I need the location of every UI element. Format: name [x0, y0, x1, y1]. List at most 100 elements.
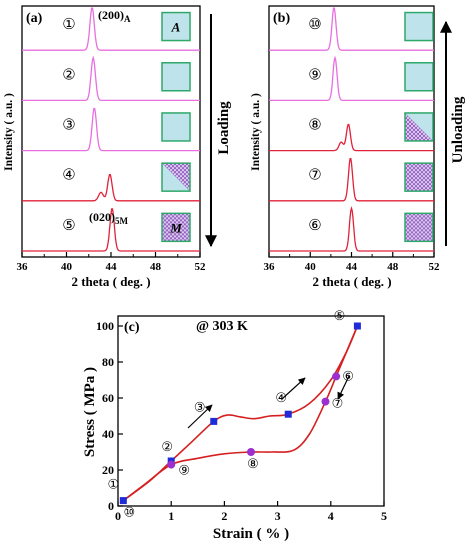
- panel-b-label: (b): [273, 11, 290, 26]
- unloading-point-label: ⑥: [342, 368, 354, 383]
- phase-box: [161, 112, 191, 142]
- y-tick-label: 40: [102, 427, 114, 441]
- phase-box-label: A: [171, 20, 181, 35]
- unloading-point: [332, 372, 341, 381]
- pattern-number: ⑩: [308, 17, 321, 33]
- unloading-point: [321, 397, 330, 406]
- xrd-trace: [22, 208, 200, 252]
- unloading-point-label: ⑦: [332, 396, 344, 411]
- unloading-point: [167, 460, 176, 469]
- loading-point-label: ⑤: [334, 308, 346, 323]
- loading-curve: [122, 325, 359, 502]
- pattern-number: ⑤: [62, 218, 75, 234]
- phase-box: [404, 162, 434, 192]
- x-tick-label: 48: [150, 261, 162, 273]
- panel-b: (b) Intensity ( a.u. ) 2 theta ( deg. ) …: [250, 5, 466, 289]
- xrd-trace: [269, 158, 434, 202]
- pattern-number: ③: [62, 118, 75, 134]
- panel-a-label: (a): [26, 11, 43, 26]
- y-tick-label: 60: [102, 391, 114, 405]
- x-tick-label: 1: [168, 509, 174, 523]
- panel-a-ylabel: Intensity ( a.u. ): [3, 93, 15, 171]
- pattern-number: ⑥: [308, 218, 321, 234]
- phase-box: [404, 62, 434, 92]
- panel-a: (a) Intensity ( a.u. ) 2 theta ( deg. ) …: [3, 5, 232, 289]
- loading-arrow-lower: [187, 404, 213, 429]
- xrd-trace: [22, 107, 200, 152]
- panel-b-xlabel: 2 theta ( deg. ): [312, 274, 391, 289]
- x-tick-label: 52: [195, 261, 207, 273]
- pattern-number: ①: [62, 17, 75, 33]
- loading-point-label: ②: [161, 439, 173, 454]
- panel-c-curves: [122, 325, 359, 502]
- loading-point-label: ④: [275, 390, 287, 405]
- y-tick-label: 80: [102, 355, 114, 369]
- panel-b-ylabel: Intensity ( a.u. ): [250, 93, 262, 171]
- loading-point: [353, 322, 361, 330]
- xrd-trace: [22, 174, 200, 202]
- pattern-number: ②: [62, 67, 75, 83]
- peak-m-annotation: (020)5M: [89, 210, 129, 226]
- phase-box-label: M: [169, 220, 182, 235]
- panel-a-traces: ① A ② ③ ④ ⑤ M: [22, 7, 200, 252]
- pattern-number: ⑨: [308, 67, 321, 83]
- panel-c-xlabel: Strain ( % ): [213, 526, 289, 542]
- phase-box: [404, 112, 434, 142]
- x-tick-label: 0: [115, 509, 121, 523]
- y-tick-label: 20: [102, 463, 114, 477]
- y-tick-label: 100: [96, 319, 114, 333]
- xrd-trace: [22, 7, 200, 51]
- phase-box: [161, 162, 191, 192]
- panel-c-frame: [117, 315, 385, 507]
- unloading-point-label: ⑩: [123, 505, 135, 520]
- xrd-trace: [269, 7, 434, 51]
- phase-box: [161, 62, 191, 92]
- unloading-point-label: ⑨: [178, 463, 190, 478]
- loading-point-label: ①: [107, 477, 119, 492]
- loading-point: [284, 410, 292, 418]
- phase-box: [404, 212, 434, 243]
- x-tick-label: 48: [387, 261, 399, 273]
- peak-a-annotation: (200)A: [98, 8, 131, 24]
- xrd-trace: [269, 123, 434, 152]
- unloading-point-label: ⑧: [247, 456, 259, 471]
- loading-point: [210, 417, 218, 425]
- unloading-curve: [122, 325, 359, 502]
- panel-c-ticks: 0 1 2 3 4 5 0 20 40 60 80 100: [96, 319, 387, 523]
- pattern-number: ⑧: [308, 118, 321, 134]
- unloading-direction-arrow: [337, 375, 350, 400]
- x-tick-label: 52: [429, 261, 441, 273]
- x-tick-label: 5: [381, 509, 387, 523]
- x-tick-label: 4: [328, 509, 334, 523]
- unloading-label: Unloading: [450, 96, 466, 163]
- x-tick-label: 36: [264, 261, 276, 273]
- panel-c-ylabel: Stress ( MPa ): [82, 367, 98, 457]
- x-tick-label: 40: [305, 261, 317, 273]
- unloading-point: [247, 448, 255, 456]
- panel-c-label: (c): [124, 320, 140, 335]
- xrd-trace: [269, 55, 434, 102]
- panel-c-title: @ 303 K: [196, 319, 248, 334]
- x-tick-label: 40: [61, 261, 73, 273]
- loading-point-label: ③: [194, 399, 206, 414]
- x-tick-label: 44: [106, 261, 118, 273]
- phase-box: A: [161, 11, 191, 42]
- phase-box: [404, 11, 434, 42]
- panel-a-ticks: 36 40 44 48 52: [17, 252, 207, 273]
- y-tick-label: 0: [108, 499, 114, 513]
- x-tick-label: 44: [346, 261, 358, 273]
- x-tick-label: 2: [221, 509, 227, 523]
- panel-a-xlabel: 2 theta ( deg. ): [71, 274, 150, 289]
- phase-box: M: [161, 212, 191, 243]
- x-tick-label: 3: [275, 509, 281, 523]
- xrd-trace: [269, 205, 434, 252]
- loading-point: [119, 497, 127, 505]
- loading-direction-arrow: [282, 377, 306, 399]
- panel-c: (c) @ 303 K Stress ( MPa ) Strain ( % ) …: [82, 308, 387, 542]
- panel-c-points: ① ② ③ ④ ⑤ ⑥ ⑦ ⑧ ⑨ ⑩: [107, 308, 361, 520]
- x-tick-label: 36: [17, 261, 29, 273]
- pattern-number: ⑦: [308, 168, 321, 184]
- loading-label: Loading: [216, 101, 232, 155]
- pattern-number: ④: [62, 168, 75, 184]
